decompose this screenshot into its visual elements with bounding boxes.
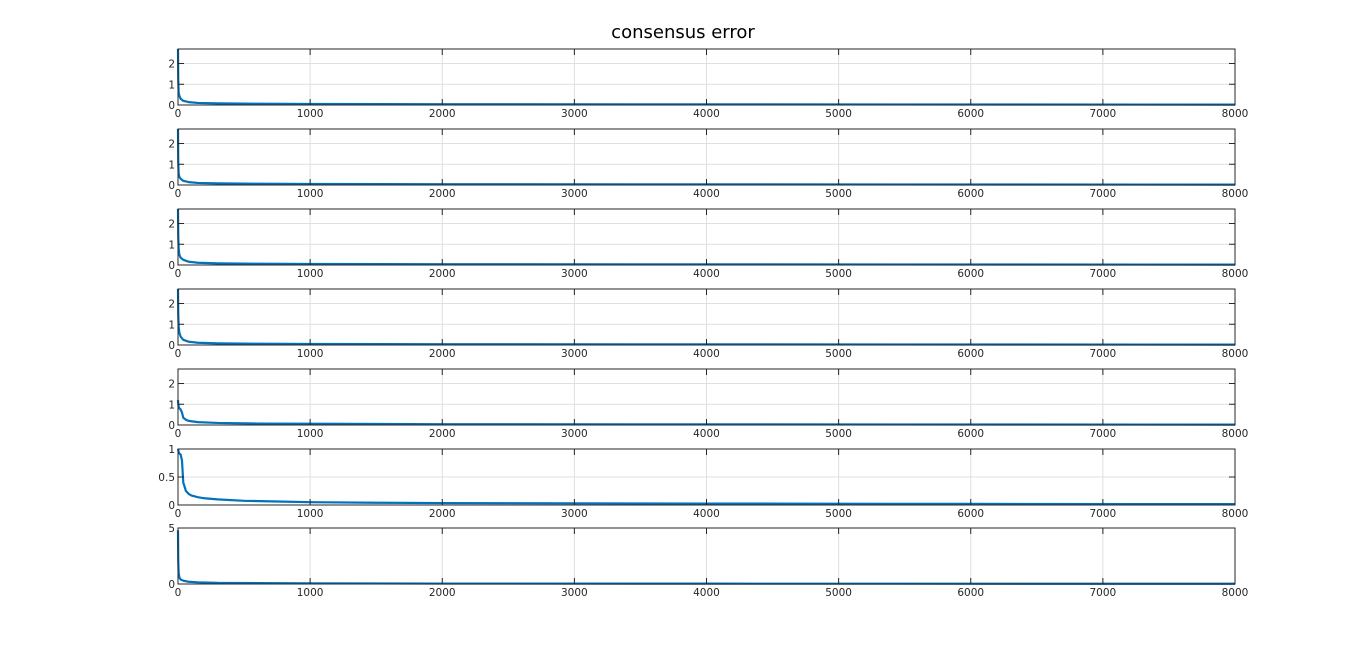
x-tick-label: 2000	[429, 268, 456, 280]
x-tick-label: 5000	[825, 428, 852, 440]
series-line	[176, 128, 1236, 186]
x-tick-label: 0	[175, 348, 182, 360]
x-tick-label: 1000	[297, 108, 324, 120]
x-tick-label: 5000	[825, 188, 852, 200]
subplot-2: 0 1000 2000 3000 4000 5000 6000 7000 8000 0 1 2	[168, 128, 1249, 200]
y-tick-label: 0	[168, 420, 175, 432]
figure-title: consensus error	[611, 22, 755, 43]
x-tick-label: 8000	[1222, 268, 1249, 280]
x-tick-label: 2000	[429, 188, 456, 200]
series-line	[176, 48, 1236, 106]
x-tick-label: 2000	[429, 108, 456, 120]
x-tick-label: 5000	[825, 587, 852, 599]
x-tick-label: 8000	[1222, 587, 1249, 599]
y-tick-label: 2	[168, 59, 175, 71]
x-tick-label: 5000	[825, 268, 852, 280]
y-tick-label: 0	[168, 180, 175, 192]
x-tick-label: 1000	[297, 428, 324, 440]
y-tick-label: 2	[168, 379, 175, 391]
subplot-1: 0 1000 2000 3000 4000 5000 6000 7000 8000 0 1 2	[168, 48, 1249, 120]
x-tick-label: 2000	[429, 587, 456, 599]
x-tick-label: 6000	[957, 508, 984, 520]
x-tick-label: 2000	[429, 428, 456, 440]
y-tick-label: 2	[168, 299, 175, 311]
subplot-3: 0 1000 2000 3000 4000 5000 6000 7000 8000 0 1 2	[168, 208, 1249, 280]
series-line	[176, 288, 1236, 346]
x-tick-label: 0	[175, 188, 182, 200]
x-tick-label: 4000	[693, 268, 720, 280]
x-tick-label: 4000	[693, 587, 720, 599]
x-tick-label: 1000	[297, 268, 324, 280]
x-tick-label: 6000	[957, 188, 984, 200]
x-tick-label: 7000	[1090, 587, 1117, 599]
y-tick-label: 2	[168, 139, 175, 151]
x-tick-label: 0	[175, 108, 182, 120]
x-tick-label: 0	[175, 587, 182, 599]
y-tick-label: 2	[168, 219, 175, 231]
subplot-5: 0 1000 2000 3000 4000 5000 6000 7000 8000 0 1 2	[168, 368, 1249, 440]
x-tick-label: 3000	[561, 587, 588, 599]
y-tick-label: 0	[168, 340, 175, 352]
x-tick-label: 8000	[1222, 348, 1249, 360]
x-tick-label: 7000	[1090, 428, 1117, 440]
x-tick-label: 4000	[693, 508, 720, 520]
x-tick-label: 7000	[1090, 508, 1117, 520]
y-tick-label: 1	[168, 79, 175, 91]
y-tick-label: 0	[168, 500, 175, 512]
x-tick-label: 1000	[297, 348, 324, 360]
y-tick-label: 5	[168, 523, 175, 535]
subplot-4: 0 1000 2000 3000 4000 5000 6000 7000 8000 0 1 2	[168, 288, 1249, 360]
x-tick-label: 3000	[561, 348, 588, 360]
y-tick-label: 0	[168, 100, 175, 112]
x-tick-label: 1000	[297, 508, 324, 520]
x-tick-label: 6000	[957, 587, 984, 599]
x-tick-label: 4000	[693, 188, 720, 200]
x-tick-label: 3000	[561, 268, 588, 280]
x-tick-label: 8000	[1222, 428, 1249, 440]
x-tick-label: 2000	[429, 348, 456, 360]
x-tick-label: 8000	[1222, 508, 1249, 520]
x-tick-label: 8000	[1222, 108, 1249, 120]
x-tick-label: 3000	[561, 188, 588, 200]
x-tick-label: 7000	[1090, 348, 1117, 360]
x-tick-label: 0	[175, 508, 182, 520]
y-tick-label: 0	[168, 579, 175, 591]
x-tick-label: 1000	[297, 587, 324, 599]
x-tick-label: 4000	[693, 428, 720, 440]
y-tick-label: 1	[168, 239, 175, 251]
x-tick-label: 3000	[561, 508, 588, 520]
x-tick-label: 1000	[297, 188, 324, 200]
x-tick-label: 5000	[825, 348, 852, 360]
y-tick-label: 1	[168, 399, 175, 411]
x-tick-label: 3000	[561, 428, 588, 440]
series-line	[176, 448, 1236, 506]
x-tick-label: 5000	[825, 508, 852, 520]
x-tick-label: 8000	[1222, 188, 1249, 200]
x-tick-label: 4000	[693, 348, 720, 360]
x-tick-label: 0	[175, 428, 182, 440]
subplot-6: 0 1000 2000 3000 4000 5000 6000 7000 8000 0 0.5 1	[158, 444, 1248, 520]
x-tick-label: 6000	[957, 108, 984, 120]
y-tick-label: 0.5	[158, 472, 175, 484]
x-tick-label: 0	[175, 268, 182, 280]
series-line	[176, 208, 1236, 266]
y-tick-label: 1	[168, 444, 175, 456]
y-tick-label: 1	[168, 159, 175, 171]
series-line	[176, 400, 1236, 426]
x-tick-label: 7000	[1090, 108, 1117, 120]
x-tick-label: 6000	[957, 348, 984, 360]
x-tick-label: 7000	[1090, 268, 1117, 280]
subplot-7: 0 1000 2000 3000 4000 5000 6000 7000 8000 0 5	[168, 523, 1248, 599]
x-tick-label: 4000	[693, 108, 720, 120]
x-tick-label: 2000	[429, 508, 456, 520]
y-tick-label: 0	[168, 260, 175, 272]
x-tick-label: 5000	[825, 108, 852, 120]
x-tick-label: 6000	[957, 428, 984, 440]
y-tick-label: 1	[168, 319, 175, 331]
x-tick-label: 7000	[1090, 188, 1117, 200]
x-tick-label: 6000	[957, 268, 984, 280]
x-tick-label: 3000	[561, 108, 588, 120]
